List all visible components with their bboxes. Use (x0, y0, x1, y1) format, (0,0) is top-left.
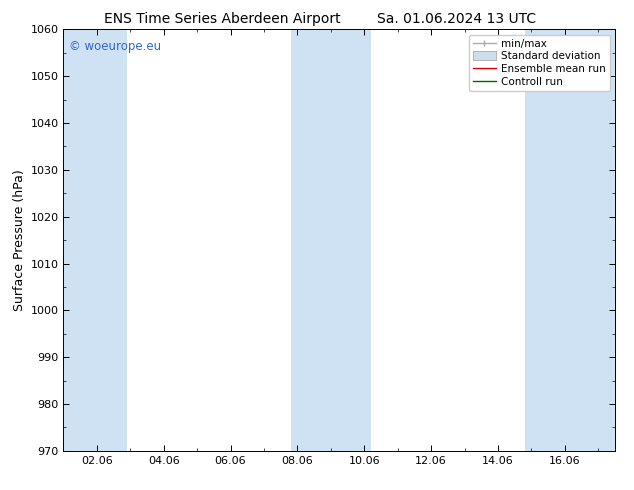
Text: Sa. 01.06.2024 13 UTC: Sa. 01.06.2024 13 UTC (377, 12, 536, 26)
Text: ENS Time Series Aberdeen Airport: ENS Time Series Aberdeen Airport (103, 12, 340, 26)
Y-axis label: Surface Pressure (hPa): Surface Pressure (hPa) (13, 169, 26, 311)
Legend: min/max, Standard deviation, Ensemble mean run, Controll run: min/max, Standard deviation, Ensemble me… (469, 35, 610, 91)
Bar (63, 29, 127, 451)
Bar (291, 29, 331, 451)
Text: © woeurope.eu: © woeurope.eu (69, 40, 161, 53)
Bar (525, 29, 615, 451)
Bar (331, 29, 371, 451)
